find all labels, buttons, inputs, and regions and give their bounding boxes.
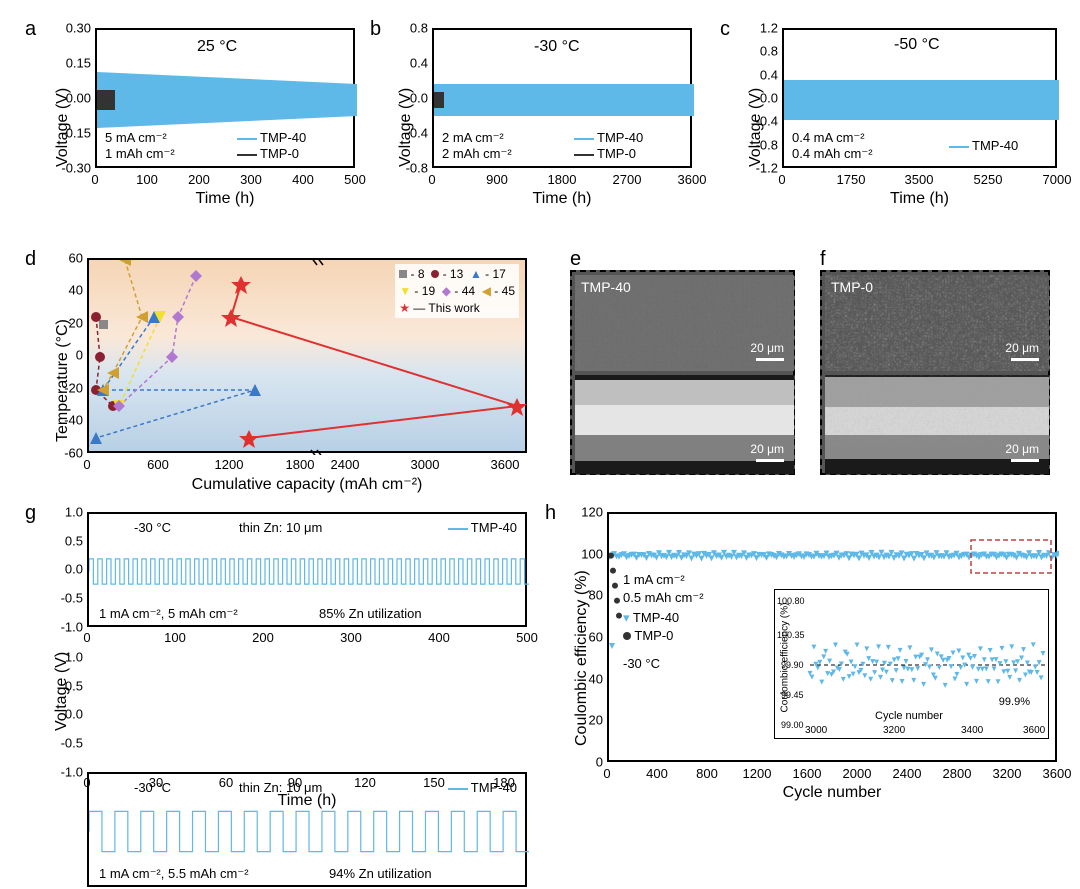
- panel-a-cond1: 5 mA cm⁻²: [105, 130, 167, 146]
- panel-a-title: 25 °C: [197, 38, 237, 56]
- panel-g: g Voltage (V) -30 °C thin Zn: 10 μm TMP-…: [25, 502, 535, 812]
- panel-b-label: b: [370, 18, 381, 41]
- panel-e-label: e: [570, 248, 581, 271]
- panel-c-cond1: 0.4 mA cm⁻²: [792, 130, 865, 146]
- panel-d-legend: - 8 - 13 ▲ - 17 ▼ - 19 ◆ - 44 ◀ - 45 ★ —…: [395, 264, 519, 318]
- panel-h-plot: 1 mA cm⁻² 0.5 mAh cm⁻² ▾ TMP-40 TMP-0 -3…: [607, 512, 1057, 762]
- panel-a-cond2: 1 mAh cm⁻²: [105, 146, 175, 162]
- panel-c-xlabel: Time (h): [782, 190, 1057, 208]
- panel-f-image: TMP-0 20 μm 20 μm: [820, 270, 1050, 475]
- panel-b-cond2: 2 mAh cm⁻²: [442, 146, 512, 162]
- panel-a-plot: 25 °C 5 mA cm⁻² 1 mAh cm⁻² TMP-40 TMP-0: [95, 28, 355, 168]
- panel-h-inset: Coulombic efficiency (%) 100.80 100.35 9…: [774, 589, 1049, 739]
- panel-f-top-label: TMP-0: [831, 279, 873, 295]
- panel-b-leg1: TMP-40: [574, 130, 643, 145]
- panel-f: f TMP-0 20 μm 20 μm: [820, 248, 1055, 478]
- panel-d: d Temperature (°C): [25, 248, 535, 498]
- panel-c-cond2: 0.4 mAh cm⁻²: [792, 146, 873, 162]
- panel-e-top-label: TMP-40: [581, 279, 631, 295]
- panel-a-leg2: TMP-0: [237, 146, 299, 161]
- panel-e-image: TMP-40 20 μm 20 μm: [570, 270, 795, 475]
- panel-c-label: c: [720, 18, 730, 41]
- panel-b: b Voltage (V) -30 °C 2 mA cm⁻² 2 mAh cm⁻…: [370, 18, 700, 218]
- panel-g-label: g: [25, 502, 36, 525]
- panel-b-plot: -30 °C 2 mA cm⁻² 2 mAh cm⁻² TMP-40 TMP-0: [432, 28, 692, 168]
- panel-h-xlabel: Cycle number: [607, 784, 1057, 802]
- panel-e: e TMP-40 20 μm 20 μm: [570, 248, 800, 478]
- panel-a-xlabel: Time (h): [95, 190, 355, 208]
- panel-b-xlabel: Time (h): [432, 190, 692, 208]
- panel-f-label: f: [820, 248, 826, 271]
- panel-c: c Voltage (V) -50 °C 0.4 mA cm⁻² 0.4 mAh…: [720, 18, 1065, 218]
- panel-b-cond1: 2 mA cm⁻²: [442, 130, 504, 146]
- panel-g-upper: -30 °C thin Zn: 10 μm TMP-40 1 mA cm⁻², …: [87, 512, 527, 627]
- panel-d-label: d: [25, 248, 36, 271]
- panel-b-leg2: TMP-0: [574, 146, 636, 161]
- panel-a-label: a: [25, 18, 36, 41]
- panel-b-title: -30 °C: [534, 38, 580, 56]
- panel-d-plot: - 8 - 13 ▲ - 17 ▼ - 19 ◆ - 44 ◀ - 45 ★ —…: [87, 258, 527, 453]
- panel-d-xlabel: Cumulative capacity (mAh cm⁻²): [87, 474, 527, 494]
- panel-c-plot: -50 °C 0.4 mA cm⁻² 0.4 mAh cm⁻² TMP-40: [782, 28, 1057, 168]
- panel-c-title: -50 °C: [894, 36, 940, 54]
- panel-h: h Coulombic efficiency (%) 1 mA cm⁻² 0.5…: [545, 502, 1065, 812]
- panel-a-leg1: TMP-40: [237, 130, 306, 145]
- panel-c-leg1: TMP-40: [949, 138, 1018, 153]
- panel-g-xlabel: Time (h): [87, 792, 527, 810]
- panel-h-label: h: [545, 502, 556, 525]
- panel-a: a Voltage (V) 25 °C 5 mA cm⁻² 1 mAh cm⁻²…: [25, 18, 365, 218]
